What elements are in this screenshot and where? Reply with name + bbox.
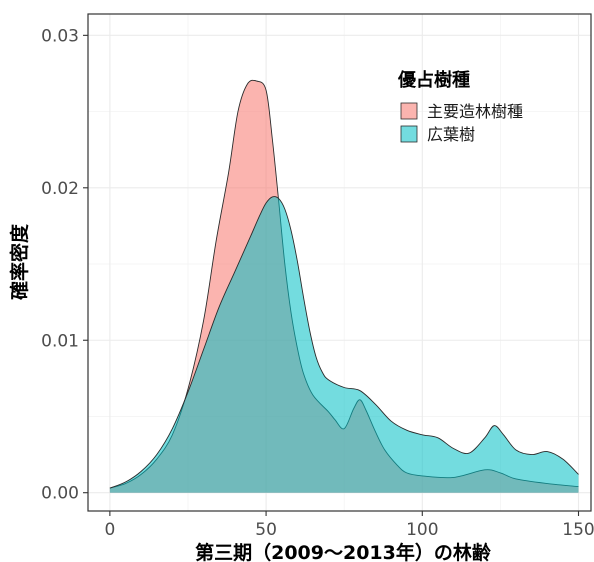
legend-swatch-series-2 bbox=[400, 125, 418, 143]
y-tick-label: 0.03 bbox=[41, 26, 79, 46]
legend-title: 優占樹種 bbox=[397, 69, 470, 91]
x-tick-label: 100 bbox=[406, 520, 438, 540]
x-axis-title: 第三期（2009～2013年）の林齢 bbox=[195, 541, 492, 562]
y-tick-label: 0.02 bbox=[41, 179, 79, 199]
x-tick-label: 50 bbox=[255, 520, 277, 540]
density-area-series-2 bbox=[109, 196, 579, 493]
y-tick-label: 0.01 bbox=[41, 331, 79, 351]
legend-label-series-1: 主要造林樹種 bbox=[427, 102, 523, 121]
axis-tick-labels: 0 50 100 150 0.00 0.01 0.02 0.03 bbox=[41, 26, 594, 540]
density-line-series-2 bbox=[109, 196, 579, 489]
density-areas bbox=[109, 79, 579, 493]
legend-swatch-series-1 bbox=[400, 102, 418, 120]
panel-border bbox=[87, 13, 592, 512]
y-axis-title: 確率密度 bbox=[8, 223, 31, 300]
axis-ticks bbox=[83, 34, 580, 516]
x-tick-label: 0 bbox=[104, 520, 115, 540]
legend-label-series-2: 広葉樹 bbox=[427, 125, 475, 144]
x-tick-label: 150 bbox=[562, 520, 594, 540]
y-tick-label: 0.00 bbox=[41, 484, 79, 504]
